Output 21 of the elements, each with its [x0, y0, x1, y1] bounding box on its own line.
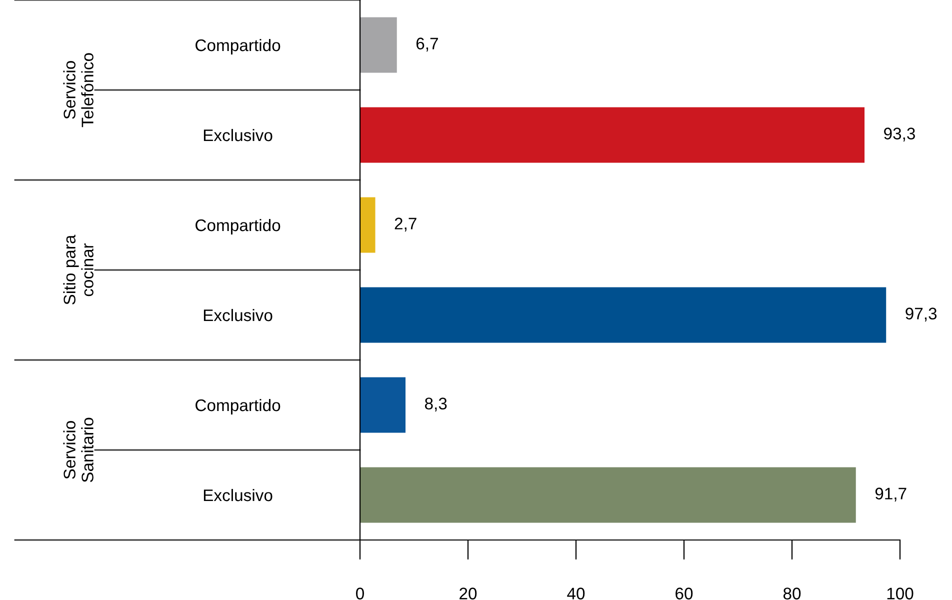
data-label: 6,7 [416, 38, 438, 52]
y-tick-label: Exclusivo [204, 308, 272, 322]
y-tick-label: Compartido [196, 38, 280, 54]
data-label: 97,3 [906, 308, 937, 322]
data-label: 93,3 [884, 128, 915, 142]
y-tick-label: Compartido [196, 218, 280, 234]
x-tick-label: 80 [783, 588, 801, 600]
text: Sitio para cocinar [63, 234, 94, 304]
data-label: 8,3 [424, 398, 447, 412]
text: Servicio Telefónico [63, 53, 94, 128]
x-tick-label: 0 [356, 588, 364, 600]
x-tick-label: 100 [887, 588, 914, 600]
x-tick-label: 60 [676, 588, 693, 600]
y-tick-label: Exclusivo [204, 128, 272, 142]
y-tick-label: Compartido [196, 398, 280, 414]
data-label: 2,7 [394, 218, 416, 232]
y-tick-label: Exclusivo [204, 488, 272, 502]
x-tick-label: 40 [567, 588, 585, 600]
text: Servicio Sanitario [63, 418, 94, 482]
x-tick-label: 20 [460, 588, 477, 600]
data-label: 91,7 [875, 488, 906, 502]
